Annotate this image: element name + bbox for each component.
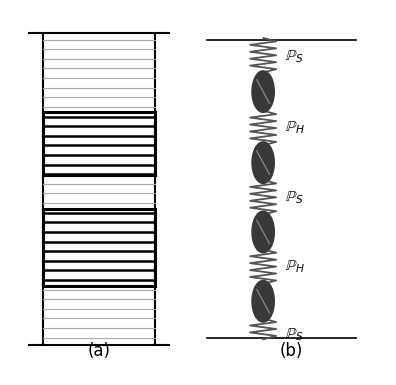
Text: $\mathbb{P}_S$: $\mathbb{P}_S$ [286,326,305,343]
Text: (b): (b) [279,342,303,360]
Bar [43,209,155,286]
Text: $\mathbb{P}_S$: $\mathbb{P}_S$ [286,49,305,65]
Text: $\mathbb{P}_H$: $\mathbb{P}_H$ [286,120,306,136]
Bar [43,112,155,175]
Circle shape [252,211,274,253]
Circle shape [252,71,274,112]
Text: $\mathbb{P}_H$: $\mathbb{P}_H$ [286,258,306,275]
Circle shape [252,142,274,184]
Circle shape [252,281,274,322]
Text: $\mathbb{P}_S$: $\mathbb{P}_S$ [286,189,305,206]
Text: (a): (a) [88,342,110,360]
